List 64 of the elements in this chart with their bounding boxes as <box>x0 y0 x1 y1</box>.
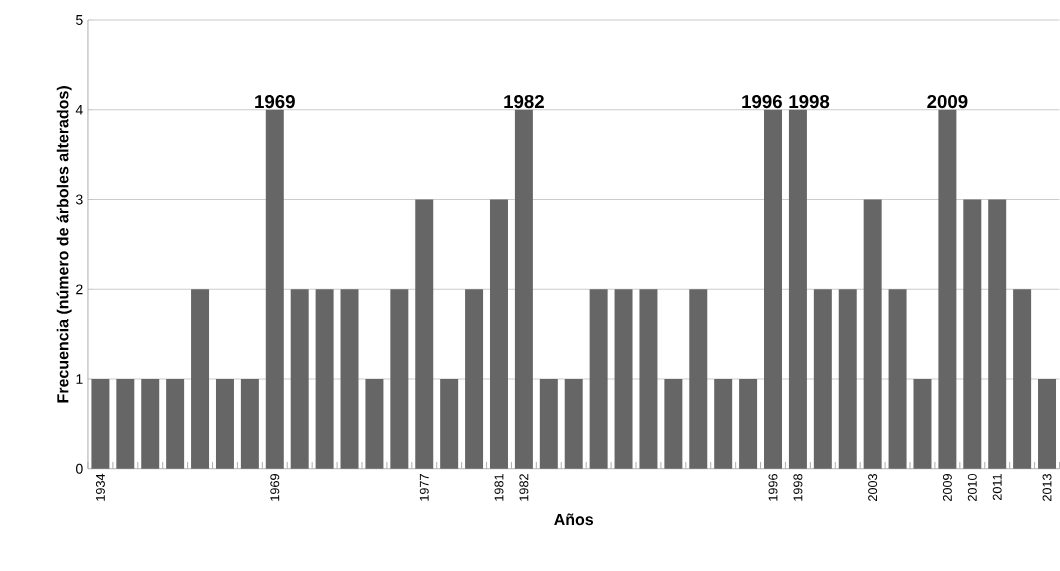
y-tick-label: 0 <box>76 463 83 474</box>
x-tick-label: 1982 <box>519 474 529 501</box>
x-tick-label: 2011 <box>992 474 1002 501</box>
y-axis-title: Frecuencia (número de árboles alterados) <box>56 86 72 403</box>
x-tick-label: 1998 <box>793 474 803 501</box>
annotation: 1998 <box>789 95 830 109</box>
x-tick-label: 1996 <box>768 474 778 501</box>
bar <box>141 379 160 469</box>
x-tick-label: 1969 <box>270 474 280 501</box>
bar <box>838 289 857 469</box>
bar <box>1013 289 1032 469</box>
y-tick-label: 1 <box>76 374 83 384</box>
bar <box>315 289 334 469</box>
bar <box>714 379 733 469</box>
bar <box>913 379 932 469</box>
x-tick-label: 2003 <box>868 474 878 502</box>
bar <box>888 289 907 469</box>
bar <box>664 379 683 469</box>
annotation: 1982 <box>504 95 544 109</box>
bar <box>614 289 633 469</box>
bar <box>365 379 384 469</box>
x-tick-label: 1977 <box>419 474 429 501</box>
bar <box>514 109 533 469</box>
x-axis-title: Años <box>554 513 594 526</box>
annotation: 1969 <box>255 95 295 109</box>
bar <box>415 199 434 469</box>
annotation: 1996 <box>742 95 782 109</box>
bar <box>589 289 608 469</box>
bar <box>938 109 957 469</box>
bar <box>564 379 583 469</box>
bar <box>739 379 758 469</box>
x-tick-label: 2010 <box>967 474 977 502</box>
bar <box>813 289 832 469</box>
y-tick-label: 5 <box>76 15 83 26</box>
bar <box>265 109 284 469</box>
bar <box>963 199 982 469</box>
y-tick-label: 4 <box>75 105 83 115</box>
bar <box>91 379 110 469</box>
y-tick-label: 3 <box>75 194 83 205</box>
bar <box>689 289 708 469</box>
bar <box>340 289 359 469</box>
y-tick-label: 2 <box>76 284 83 295</box>
bar <box>489 199 508 469</box>
bar <box>863 199 882 469</box>
bar <box>539 379 558 469</box>
bar <box>191 289 210 469</box>
bar <box>639 289 658 469</box>
bar <box>390 289 409 469</box>
bar <box>465 289 484 469</box>
bar <box>788 109 807 469</box>
bar <box>988 199 1007 469</box>
bar <box>440 379 459 469</box>
bar <box>240 379 259 469</box>
bar <box>764 109 783 469</box>
bar <box>166 379 185 469</box>
bar <box>116 379 135 469</box>
x-tick-label: 2013 <box>1042 474 1052 502</box>
bar <box>290 289 309 469</box>
x-tick-label: 1934 <box>95 474 105 501</box>
bar <box>1038 379 1057 469</box>
x-tick-label: 2009 <box>942 474 952 502</box>
x-tick-label: 1981 <box>494 474 504 501</box>
annotation: 2009 <box>927 95 968 109</box>
bar <box>215 379 234 469</box>
